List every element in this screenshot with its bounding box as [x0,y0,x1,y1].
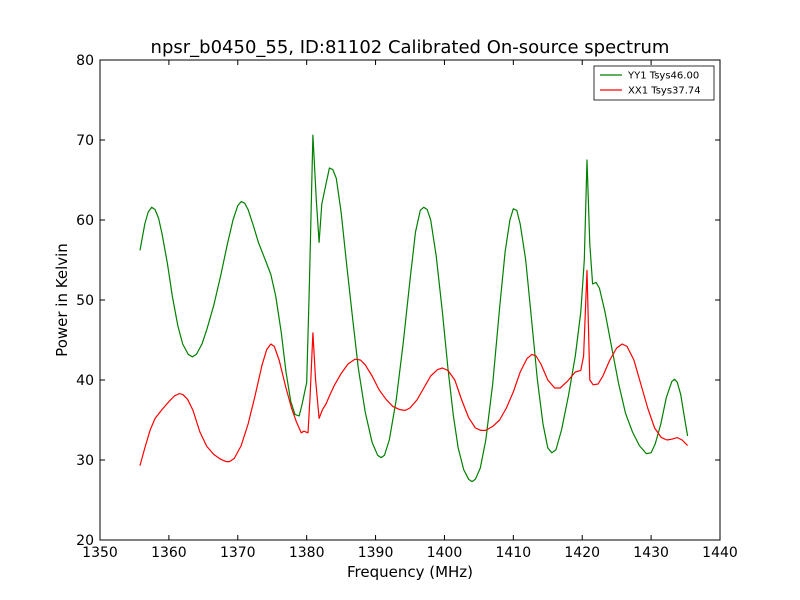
chart-title: npsr_b0450_55, ID:81102 Calibrated On-so… [151,37,670,58]
x-tick-label: 1370 [220,545,256,561]
x-tick-label: 1360 [151,545,187,561]
x-tick-label: 1390 [358,545,394,561]
x-tick-label: 1380 [289,545,325,561]
y-tick-label: 80 [76,53,94,69]
y-axis-label: Power in Kelvin [53,243,71,357]
y-tick-label: 20 [76,533,94,549]
y-tick-label: 70 [76,133,94,149]
x-tick-label: 1350 [82,545,118,561]
series-layer [139,134,689,483]
y-tick-label: 40 [76,373,94,389]
x-tick-label: 1440 [702,545,738,561]
series-line-xx1 [139,269,689,466]
ticks-layer: 1350 1360 1370 1380 1390 1400 1410 1420 1430 1440… [76,53,738,561]
x-tick-label: 1420 [564,545,600,561]
legend: YY1 Tsys46.00 XX1 Tsys37.74 [593,65,715,101]
series-line-yy1 [139,134,689,483]
x-tick-label: 1430 [633,545,669,561]
x-tick-label: 1410 [496,545,532,561]
x-tick-label: 1400 [427,545,463,561]
legend-label-yy1: YY1 Tsys46.00 [627,71,699,82]
legend-label-xx1: XX1 Tsys37.74 [628,86,701,97]
plot-area [100,60,720,540]
x-axis-label: Frequency (MHz) [347,563,473,581]
y-tick-label: 60 [76,213,94,229]
y-tick-label: 50 [76,293,94,309]
legend-box [593,65,715,101]
y-tick-label: 30 [76,453,94,469]
